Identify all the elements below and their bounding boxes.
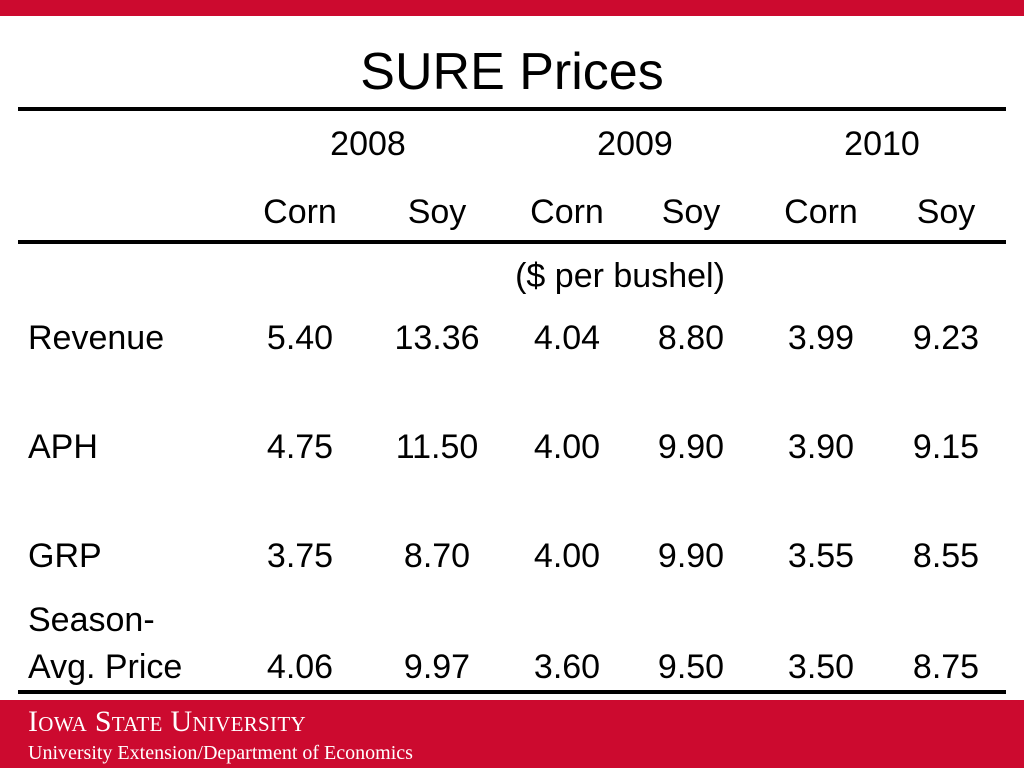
year-header-2010: 2010 [844,125,920,163]
table-cell: 13.36 [394,319,480,357]
crop-header-corn-2010: Corn [784,193,858,231]
row-label-aph: APH [28,428,98,466]
table-cell: 9.90 [657,537,725,575]
crop-header-corn-2008: Corn [263,193,337,231]
table-cell: 9.50 [657,648,725,686]
table-cell: 9.23 [912,319,980,357]
table-cell: 9.90 [657,428,725,466]
top-accent-bar [0,0,1024,16]
table-cell: 3.99 [787,319,855,357]
table-cell: 4.06 [266,648,334,686]
table-cell: 8.55 [912,537,980,575]
row-label-season-line2: Avg. Price [28,648,183,686]
table-header-rule [18,240,1006,244]
table-cell: 11.50 [395,428,479,466]
unit-note: ($ per bushel) [515,257,725,295]
slide-title: SURE Prices [360,43,664,101]
table-cell: 3.90 [787,428,855,466]
table-cell: 8.75 [912,648,980,686]
table-cell: 3.50 [787,648,855,686]
table-cell: 5.40 [266,319,334,357]
table-bottom-rule [18,690,1006,694]
year-header-2008: 2008 [330,125,406,163]
table-cell: 4.04 [533,319,601,357]
table-top-rule [18,107,1006,111]
crop-header-soy-2009: Soy [661,193,721,231]
table-cell: 9.15 [912,428,980,466]
department-name: University Extension/Department of Econo… [28,742,413,764]
table-cell: 3.75 [266,537,334,575]
table-cell: 4.75 [266,428,334,466]
crop-header-soy-2008: Soy [407,193,467,231]
table-cell: 8.80 [657,319,725,357]
crop-header-soy-2010: Soy [916,193,976,231]
row-label-grp: GRP [28,537,102,575]
table-cell: 4.00 [533,428,601,466]
table-cell: 3.60 [533,648,601,686]
university-wordmark: Iowa State University [28,705,306,738]
table-cell: 4.00 [533,537,601,575]
table-cell: 3.55 [787,537,855,575]
footer-bar: Iowa State University University Extensi… [0,700,1024,768]
row-label-revenue: Revenue [28,319,165,357]
crop-header-corn-2009: Corn [530,193,604,231]
table-cell: 9.97 [403,648,471,686]
row-label-season-line1: Season- [28,601,155,639]
table-cell: 8.70 [403,537,471,575]
year-header-2009: 2009 [597,125,673,163]
